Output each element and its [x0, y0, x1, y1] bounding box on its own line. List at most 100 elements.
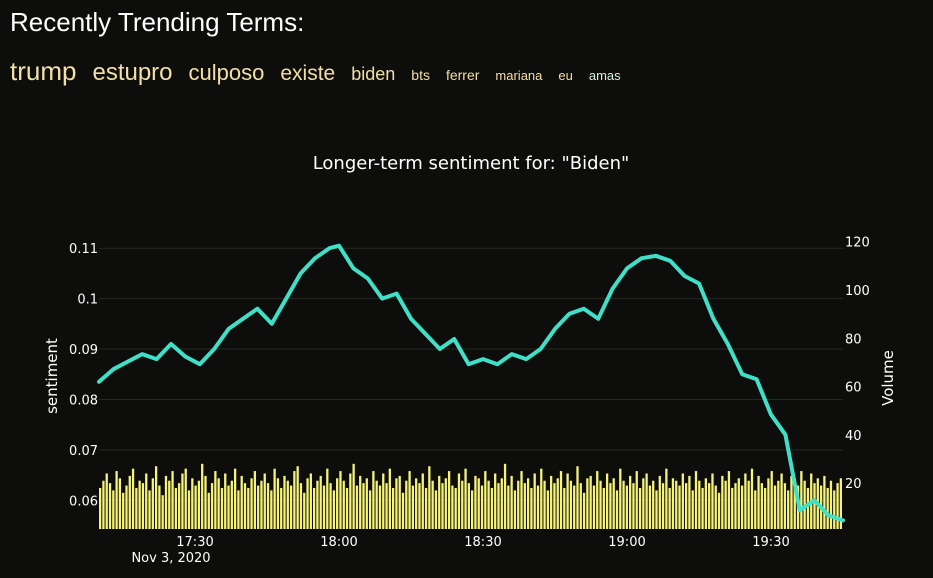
- volume-bar: [401, 492, 405, 529]
- volume-bar: [566, 473, 569, 529]
- volume-bar: [625, 485, 629, 529]
- volume-bar: [336, 478, 339, 529]
- volume-bar: [823, 475, 826, 529]
- trending-term[interactable]: mariana: [495, 68, 543, 83]
- volume-bar: [131, 468, 135, 529]
- y2-axis-label: Volume: [879, 350, 897, 406]
- y2-tick-label: 60: [845, 381, 862, 396]
- volume-bar: [247, 487, 250, 529]
- trending-term[interactable]: biden: [351, 64, 396, 84]
- volume-bar: [289, 485, 293, 529]
- volume-bar: [747, 480, 750, 529]
- volume-bar: [158, 485, 161, 529]
- volume-bar: [829, 480, 833, 529]
- volume-bar: [688, 475, 691, 529]
- volume-bar: [731, 487, 734, 529]
- trending-term[interactable]: eu: [558, 68, 573, 83]
- volume-bar: [487, 480, 490, 529]
- volume-bar: [214, 471, 217, 529]
- trending-term[interactable]: existe: [280, 62, 336, 85]
- volume-bar: [714, 485, 717, 529]
- volume-bar: [619, 468, 622, 529]
- volume-bar: [510, 475, 513, 529]
- volume-bar: [451, 485, 454, 529]
- volume-bar: [787, 490, 790, 530]
- volume-bar: [694, 471, 698, 529]
- volume-bar: [622, 480, 625, 529]
- volume-bar: [632, 483, 635, 529]
- volume-bar: [421, 473, 424, 529]
- volume-bar: [125, 485, 128, 529]
- page-title: Recently Trending Terms:: [10, 7, 305, 37]
- trending-term[interactable]: amas: [588, 68, 621, 83]
- volume-bar: [303, 492, 306, 529]
- volume-bar: [717, 492, 721, 529]
- volume-bar: [523, 483, 526, 529]
- volume-bar: [164, 475, 168, 529]
- volume-bar: [533, 473, 536, 529]
- volume-bar: [517, 480, 520, 529]
- volume-bar: [227, 485, 230, 529]
- volume-bar: [105, 473, 108, 529]
- trending-term[interactable]: ferrer: [445, 67, 480, 83]
- volume-bar: [115, 471, 118, 529]
- volume-bar: [540, 468, 543, 529]
- volume-bar: [332, 490, 336, 530]
- volume-bar: [467, 483, 470, 529]
- volume-bar: [210, 483, 214, 529]
- trending-term[interactable]: estupro: [92, 59, 173, 86]
- volume-bar: [405, 480, 408, 529]
- volume-bar: [273, 468, 276, 529]
- y-tick-label: 0.07: [69, 444, 98, 459]
- volume-bar: [184, 468, 187, 529]
- volume-bar: [645, 473, 648, 529]
- volume-bar: [418, 483, 421, 529]
- volume-bar: [108, 483, 112, 529]
- trending-term[interactable]: bts: [411, 67, 430, 83]
- sentiment-chart[interactable]: Longer-term sentiment for: "Biden" 0.060…: [0, 140, 933, 578]
- x-tick-label: 18:30: [464, 535, 501, 550]
- volume-bar: [635, 471, 638, 529]
- volume-bar: [757, 475, 760, 529]
- volume-bar: [312, 487, 316, 529]
- volume-bar: [424, 487, 428, 529]
- volume-bar: [612, 478, 615, 529]
- volume-bar: [658, 475, 661, 529]
- volume-bar: [471, 490, 474, 530]
- volume-bar: [553, 483, 556, 529]
- volume-bar: [543, 480, 546, 529]
- y-tick-label: 0.1: [77, 293, 98, 308]
- volume-bar: [102, 480, 105, 529]
- volume-bar: [233, 468, 237, 529]
- trending-term[interactable]: culposo: [188, 60, 265, 85]
- trending-term[interactable]: trump: [10, 56, 77, 86]
- volume-bar: [727, 471, 731, 529]
- volume-bar: [800, 471, 803, 529]
- volume-bar: [112, 490, 115, 530]
- volume-bar: [342, 480, 345, 529]
- chart-grid: [99, 247, 843, 501]
- volume-bar: [503, 463, 507, 529]
- volume-bar: [836, 483, 839, 529]
- volume-bar: [395, 478, 398, 529]
- volume-bar: [750, 468, 754, 529]
- volume-bar: [378, 485, 382, 529]
- volume-bar: [684, 483, 688, 529]
- volume-bar: [349, 473, 352, 529]
- volume-bar: [681, 473, 684, 529]
- volume-bar: [161, 495, 164, 529]
- volume-bar: [243, 483, 247, 529]
- volume-bar: [559, 471, 563, 529]
- volume-bar: [655, 490, 658, 530]
- volume-bar: [579, 483, 582, 529]
- volume-bar: [266, 483, 270, 529]
- volume-bar: [415, 478, 418, 529]
- y2-tick-label: 100: [845, 284, 870, 299]
- volume-bar: [253, 471, 257, 529]
- volume-bar: [615, 490, 619, 530]
- volume-bar: [329, 483, 332, 529]
- volume-bar: [839, 478, 842, 529]
- volume-bar: [826, 487, 829, 529]
- volume-bar: [362, 483, 365, 529]
